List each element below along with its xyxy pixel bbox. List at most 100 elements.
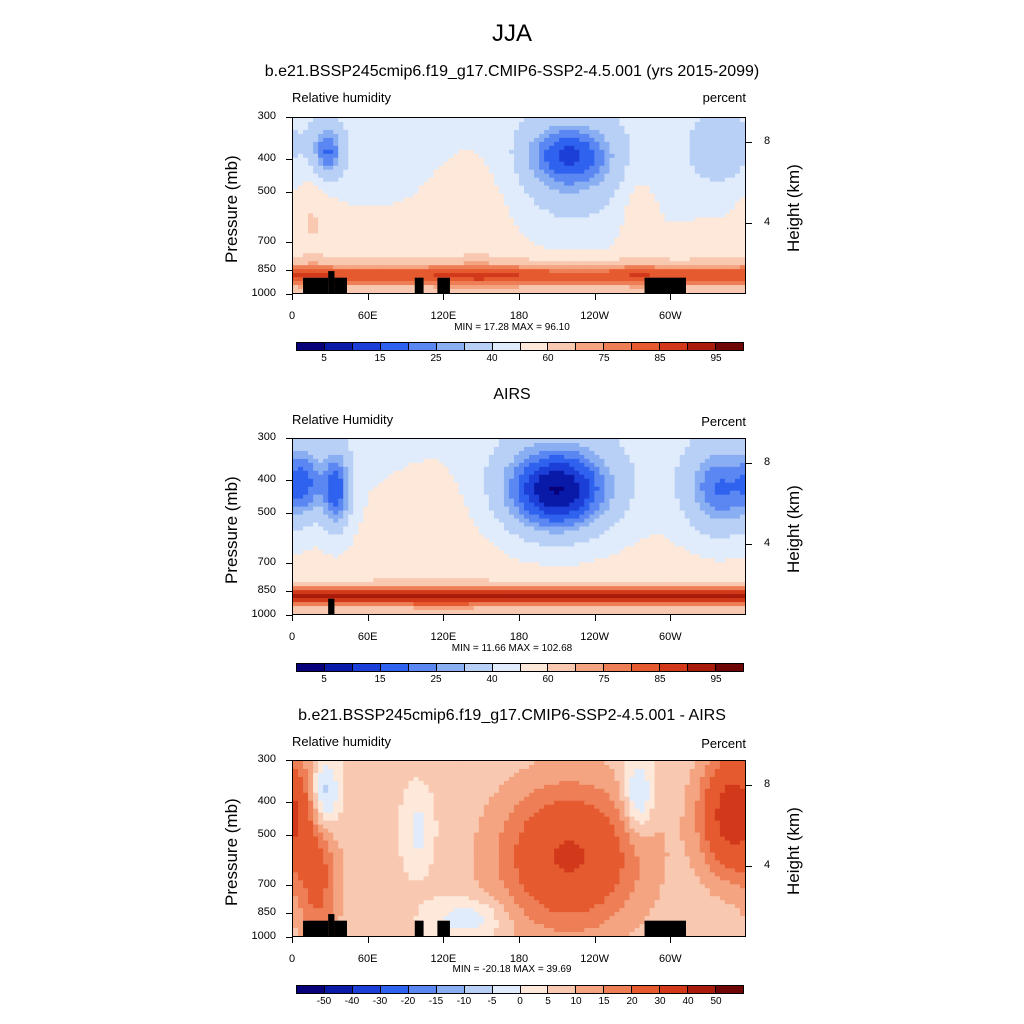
- heatmap-cell: [458, 289, 465, 293]
- heatmap-cell: [709, 229, 716, 234]
- heatmap-cell: [574, 181, 580, 187]
- heatmap-cell: [338, 153, 344, 159]
- heatmap-cell: [559, 181, 565, 187]
- heatmap-cell: [599, 177, 605, 183]
- heatmap-cell: [398, 281, 405, 286]
- heatmap-cell: [373, 241, 379, 246]
- heatmap-cell: [443, 125, 450, 131]
- heatmap-cell: [614, 229, 621, 234]
- heatmap-cell: [383, 165, 390, 171]
- heatmap-cell: [298, 273, 304, 278]
- heatmap-cell: [493, 118, 500, 123]
- heatmap-cell: [408, 173, 415, 179]
- heatmap-cell: [468, 217, 475, 223]
- heatmap-cell: [418, 478, 425, 484]
- heatmap-cell: [328, 201, 334, 207]
- heatmap-cell: [559, 281, 565, 286]
- heatmap-cell: [318, 265, 324, 270]
- heatmap-cell: [559, 169, 565, 175]
- heatmap-cell: [544, 118, 550, 123]
- heatmap-cell: [569, 458, 575, 464]
- heatmap-cell: [719, 439, 726, 444]
- heatmap-cell: [529, 221, 535, 226]
- heatmap-cell: [539, 145, 545, 151]
- heatmap-cell: [368, 221, 374, 226]
- heatmap-cell: [539, 281, 545, 286]
- heatmap-cell: [428, 185, 435, 191]
- heatmap-cell: [574, 153, 580, 159]
- heatmap-cell: [463, 442, 470, 448]
- heatmap-cell: [729, 137, 736, 143]
- heatmap-cell: [704, 118, 711, 123]
- heatmap-cell: [724, 237, 731, 242]
- heatmap-cell: [639, 277, 646, 282]
- heatmap-cell: [413, 181, 420, 187]
- heatmap-cell: [433, 289, 440, 293]
- heatmap-cell: [644, 145, 651, 151]
- heatmap-cell: [473, 221, 480, 226]
- heatmap-cell: [453, 197, 460, 203]
- heatmap-cell: [674, 462, 681, 468]
- heatmap-cell: [684, 446, 691, 452]
- heatmap-cell: [378, 229, 384, 234]
- heatmap-cell: [383, 289, 390, 293]
- heatmap-cell: [468, 189, 475, 195]
- heatmap-cell: [554, 462, 560, 468]
- heatmap-cell: [709, 145, 716, 151]
- heatmap-cell: [368, 249, 374, 254]
- heatmap-cell: [734, 209, 741, 215]
- heatmap-cell: [373, 193, 379, 199]
- heatmap-cell: [539, 169, 545, 175]
- heatmap-cell: [599, 233, 605, 238]
- heatmap-cell: [604, 446, 610, 452]
- heatmap-cell: [313, 137, 319, 143]
- heatmap-cell: [463, 269, 470, 274]
- heatmap-cell: [654, 233, 661, 238]
- heatmap-cell: [604, 439, 610, 444]
- heatmap-cell: [313, 245, 319, 250]
- heatmap-cell: [413, 201, 420, 207]
- heatmap-cell: [639, 454, 646, 460]
- heatmap-cell: [719, 125, 726, 131]
- heatmap-cell: [403, 173, 410, 179]
- heatmap-cell: [519, 277, 525, 282]
- heatmap-cell: [423, 281, 430, 286]
- heatmap-cell: [644, 269, 651, 274]
- panel-2-title: AIRS: [493, 386, 531, 403]
- heatmap-cell: [308, 229, 314, 234]
- heatmap-cell: [739, 281, 745, 286]
- heatmap-cell: [679, 193, 686, 199]
- heatmap-cell: [649, 454, 656, 460]
- heatmap-cell: [498, 213, 505, 219]
- heatmap-cell: [358, 454, 364, 460]
- heatmap-cell: [513, 462, 520, 468]
- heatmap-cell: [313, 133, 319, 139]
- heatmap-cell: [559, 157, 565, 163]
- heatmap-cell: [343, 181, 349, 187]
- heatmap-cell: [308, 454, 314, 460]
- heatmap-cell: [694, 439, 701, 444]
- heatmap-cell: [338, 478, 344, 484]
- heatmap-cell: [614, 145, 621, 151]
- heatmap-cell: [468, 165, 475, 171]
- heatmap-cell: [373, 261, 379, 266]
- heatmap-cell: [534, 169, 540, 175]
- heatmap-cell: [338, 249, 344, 254]
- heatmap-cell: [629, 249, 636, 254]
- heatmap-cell: [483, 161, 490, 167]
- heatmap-cell: [549, 118, 555, 123]
- heatmap-cell: [609, 466, 616, 472]
- heatmap-cell: [303, 185, 309, 191]
- heatmap-cell: [729, 173, 736, 179]
- heatmap-cell: [418, 253, 425, 258]
- heatmap-cell: [589, 285, 595, 290]
- heatmap-cell: [624, 221, 631, 226]
- heatmap-cell: [669, 181, 676, 187]
- heatmap-cell: [704, 205, 711, 211]
- heatmap-cell: [539, 173, 545, 179]
- heatmap-cell: [684, 470, 691, 476]
- heatmap-cell: [468, 157, 475, 163]
- heatmap-cell: [734, 201, 741, 207]
- heatmap-cell: [348, 133, 354, 139]
- heatmap-cell: [564, 478, 570, 484]
